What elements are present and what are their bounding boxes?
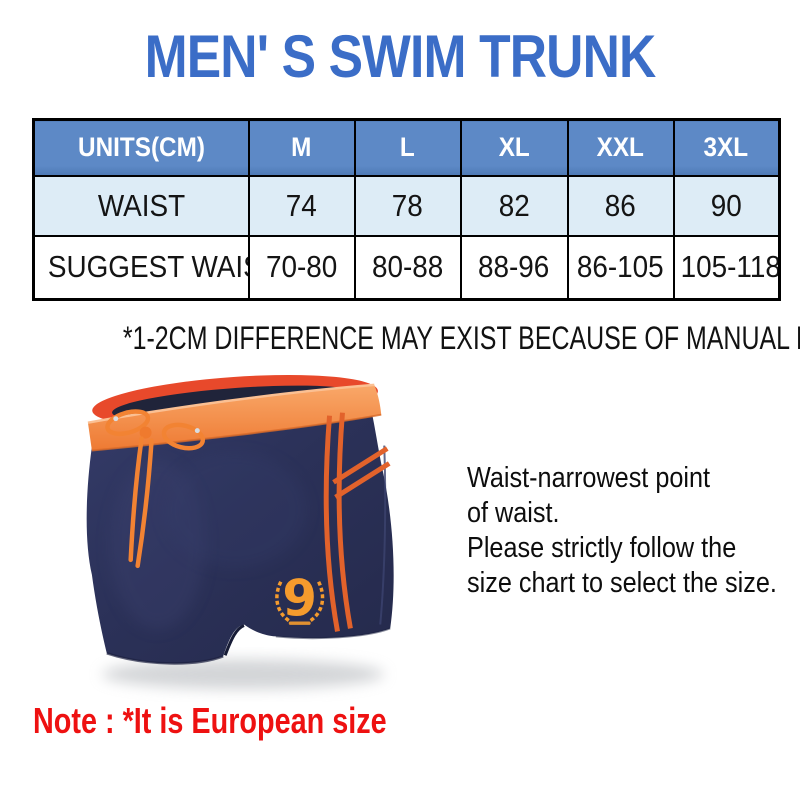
col-header-m: M (247, 118, 356, 177)
waist-m: 74 (247, 174, 356, 237)
side-stripes (323, 412, 391, 632)
col-header-3xl: 3XL (672, 118, 781, 177)
col-header-xl: XL (459, 118, 569, 177)
waist-xxl: 86 (566, 174, 675, 237)
table-row-suggest-waist: SUGGEST WAIST 70-80 80-88 88-96 86-105 1… (32, 234, 781, 301)
waist-3xl: 90 (672, 174, 781, 237)
suggest-xxl: 86-105 (566, 234, 675, 301)
table-header-row: UNITS(CM) M L XL XXL 3XL (32, 118, 781, 177)
size-guide-line-4: size chart to select the size. (467, 567, 777, 599)
row-label-waist: WAIST (32, 174, 250, 237)
waist-l: 78 (353, 174, 462, 237)
measurement-disclaimer: *1-2CM DIFFERENCE MAY EXIST BECAUSE OF M… (122, 320, 800, 356)
size-guide-line-1: Waist-narrowest point (467, 462, 711, 494)
row-label-suggest-waist: SUGGEST WAIST (32, 234, 250, 301)
logo-number: 9 (282, 570, 317, 628)
brand-logo: 9 (275, 570, 325, 628)
european-size-note: Note : *It is European size (33, 700, 387, 741)
suggest-l: 80-88 (353, 234, 462, 301)
product-photo: 9 (76, 370, 424, 706)
product-shadow (101, 659, 385, 690)
col-header-l: L (353, 118, 462, 177)
size-guide-text: Waist-narrowest point of waist. Please s… (467, 461, 800, 601)
suggest-m: 70-80 (247, 234, 356, 301)
col-header-xxl: XXL (566, 118, 675, 177)
waist-xl: 82 (459, 174, 569, 237)
suggest-3xl: 105-118 (672, 234, 781, 301)
size-guide-line-2: of waist. (467, 497, 560, 529)
suggest-xl: 88-96 (459, 234, 569, 301)
swim-trunks-image: 9 (86, 374, 394, 690)
size-chart-table: UNITS(CM) M L XL XXL 3XL WAIST 74 78 82 … (32, 118, 781, 301)
size-guide-line-3: Please strictly follow the (467, 532, 737, 564)
table-row-waist: WAIST 74 78 82 86 90 (32, 174, 781, 237)
page-title: MEN' S SWIM TRUNK (144, 23, 657, 90)
col-header-units: UNITS(CM) (32, 118, 250, 177)
drawstring (105, 409, 206, 569)
